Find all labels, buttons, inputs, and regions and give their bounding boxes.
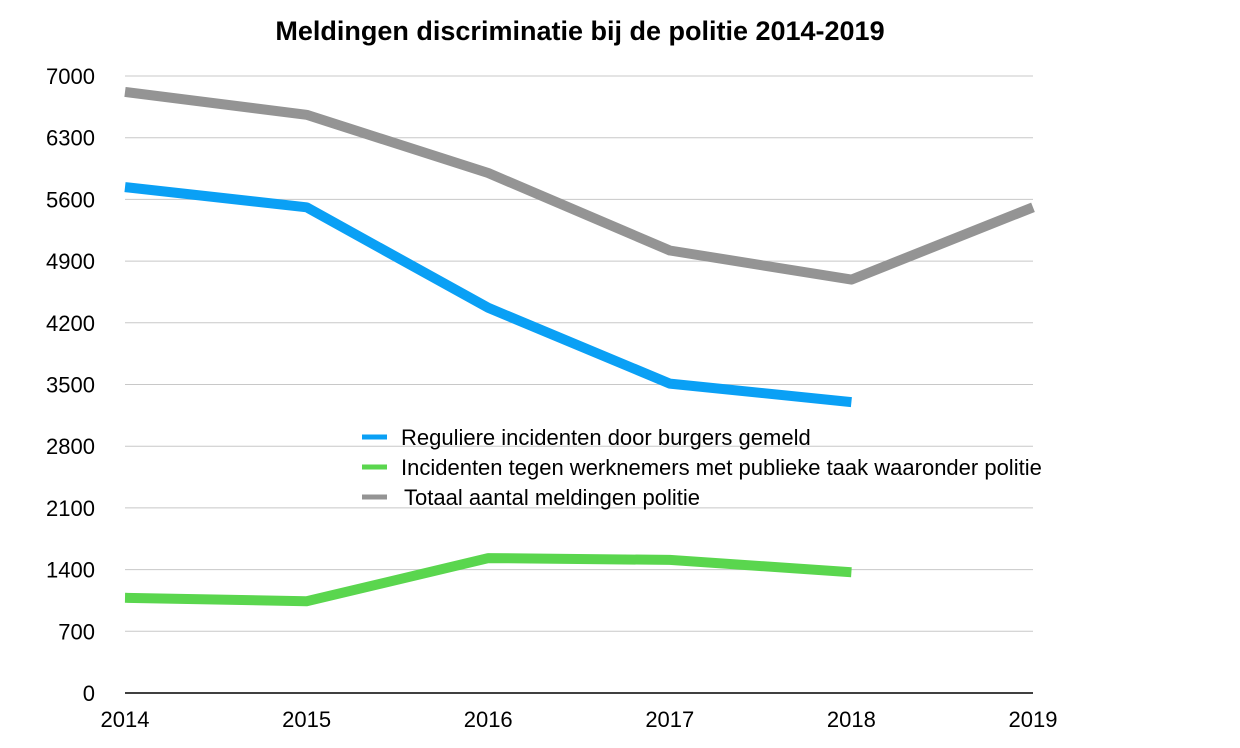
- y-tick-label: 1400: [46, 558, 95, 583]
- y-tick-label: 3500: [46, 373, 95, 398]
- y-tick-label: 4200: [46, 311, 95, 336]
- x-tick-label: 2017: [645, 707, 694, 732]
- x-tick-label: 2014: [101, 707, 150, 732]
- x-tick-label: 2016: [464, 707, 513, 732]
- y-tick-label: 4900: [46, 249, 95, 274]
- y-tick-label: 2100: [46, 496, 95, 521]
- legend-label-1: Reguliere incidenten door burgers gemeld: [401, 425, 811, 450]
- y-tick-label: 7000: [46, 64, 95, 89]
- series-line-1: [124, 182, 852, 408]
- x-tick-label: 2018: [827, 707, 876, 732]
- x-tick-label: 2015: [282, 707, 331, 732]
- y-tick-label: 5600: [46, 187, 95, 212]
- gridlines: [125, 75, 1033, 632]
- x-axis-ticks: 2014 2015 2016 2017 2018 2019: [101, 707, 1058, 732]
- series-line-3: [124, 86, 1035, 285]
- legend: Reguliere incidenten door burgers gemeld…: [362, 425, 1042, 510]
- series-line-2: [124, 553, 852, 607]
- y-tick-label: 2800: [46, 434, 95, 459]
- series-lines: [124, 86, 1035, 607]
- legend-label-2: Incidenten tegen werknemers met publieke…: [401, 455, 1042, 480]
- y-axis-ticks: 0 700 1400 2100 2800 3500 4200 4900 5600 6300 7000: [46, 64, 95, 706]
- y-tick-label: 700: [58, 619, 95, 644]
- y-tick-label: 6300: [46, 126, 95, 151]
- chart-title: Meldingen discriminatie bij de politie 2…: [275, 16, 884, 46]
- x-tick-label: 2019: [1009, 707, 1058, 732]
- legend-label-3: Totaal aantal meldingen politie: [404, 485, 700, 510]
- y-tick-label: 0: [83, 681, 95, 706]
